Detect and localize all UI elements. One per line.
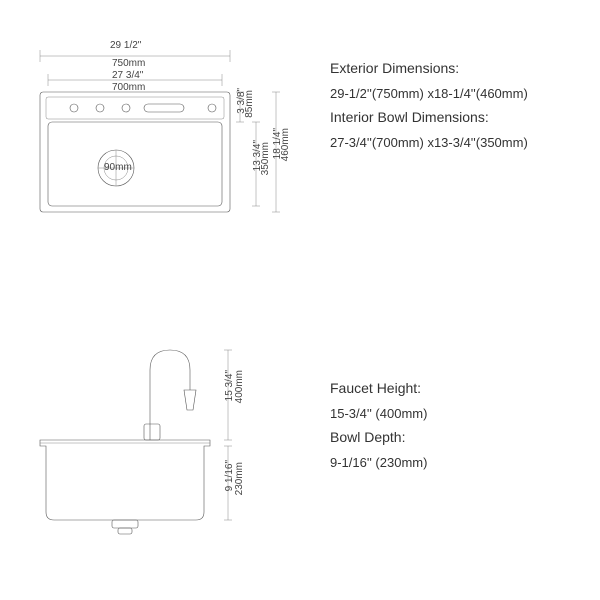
spec-block-top: Exterior Dimensions: 29-1/2''(750mm) x18…: [330, 60, 590, 155]
dim-full-mm: 460mm: [280, 128, 291, 161]
spec-depth-value: 9-1/16'' (230mm): [330, 451, 590, 474]
dim-inner-in: 27 3/4": [112, 70, 143, 81]
dim-outer-in: 29 1/2": [110, 40, 141, 51]
dim-bowl-mm: 350mm: [260, 142, 271, 175]
spec-faucet-value: 15-3/4'' (400mm): [330, 402, 590, 425]
spec-ext-heading: Exterior Dimensions:: [330, 60, 590, 76]
dim-faucet-mm: 400mm: [234, 370, 245, 403]
dim-inner-mm: 700mm: [112, 82, 145, 93]
spec-ext-value: 29-1/2''(750mm) x18-1/4''(460mm): [330, 82, 590, 105]
sink-side-diagram: [0, 320, 300, 570]
spec-faucet-heading: Faucet Height:: [330, 380, 590, 396]
dim-drain-mm: 90mm: [104, 162, 132, 173]
spec-depth-heading: Bowl Depth:: [330, 429, 590, 445]
spec-int-heading: Interior Bowl Dimensions:: [330, 109, 590, 125]
dim-depth-mm: 230mm: [234, 462, 245, 495]
spec-block-bottom: Faucet Height: 15-3/4'' (400mm) Bowl Dep…: [330, 380, 590, 475]
spec-int-value: 27-3/4''(700mm) x13-3/4''(350mm): [330, 131, 590, 154]
dim-deck-mm: 85mm: [244, 90, 255, 118]
dim-outer-mm: 750mm: [112, 58, 145, 69]
